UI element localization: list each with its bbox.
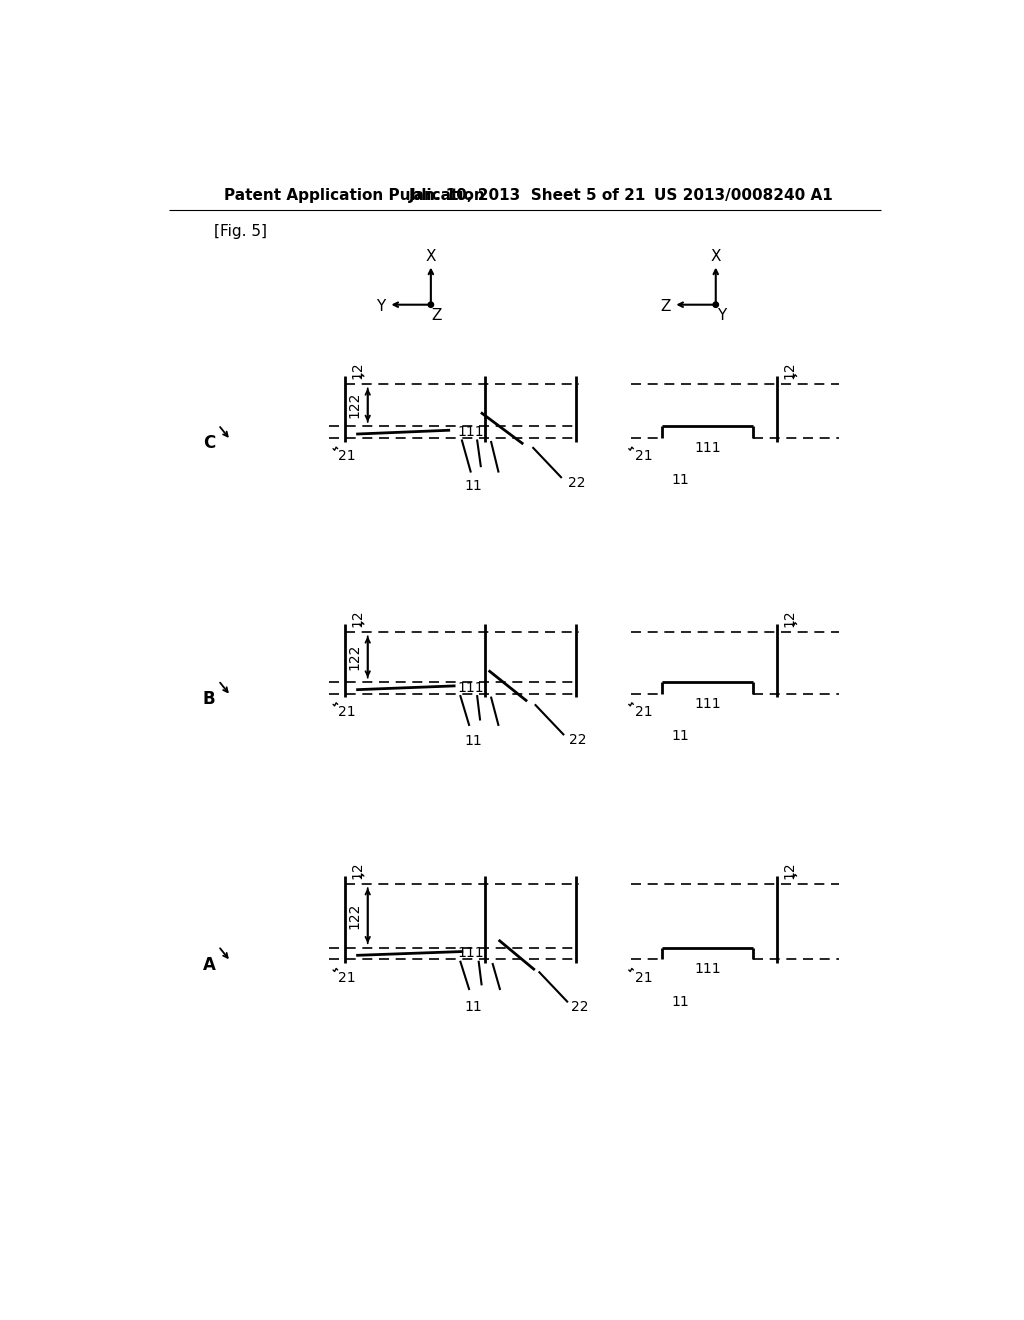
Text: 122: 122 xyxy=(347,392,361,418)
Text: 111: 111 xyxy=(458,425,484,440)
Text: 11: 11 xyxy=(671,474,689,487)
Circle shape xyxy=(713,302,719,308)
Text: 21: 21 xyxy=(635,705,652,719)
Text: 22: 22 xyxy=(569,733,587,747)
Text: 12: 12 xyxy=(782,610,796,627)
Text: 21: 21 xyxy=(339,970,356,985)
Text: [Fig. 5]: [Fig. 5] xyxy=(214,224,266,239)
Text: 11: 11 xyxy=(671,729,689,743)
Text: Z: Z xyxy=(660,298,671,314)
Text: X: X xyxy=(426,249,436,264)
Text: 21: 21 xyxy=(339,705,356,719)
Text: 21: 21 xyxy=(635,449,652,463)
Text: 111: 111 xyxy=(458,681,484,694)
Text: 122: 122 xyxy=(347,903,361,929)
Text: 22: 22 xyxy=(568,475,586,490)
Text: 11: 11 xyxy=(671,994,689,1008)
Text: 11: 11 xyxy=(464,1001,482,1014)
Text: 22: 22 xyxy=(571,1001,589,1014)
Text: Jan. 10, 2013  Sheet 5 of 21: Jan. 10, 2013 Sheet 5 of 21 xyxy=(410,187,647,203)
Text: 111: 111 xyxy=(458,946,484,961)
Text: 111: 111 xyxy=(694,441,721,455)
Text: Patent Application Publication: Patent Application Publication xyxy=(224,187,485,203)
Text: 12: 12 xyxy=(782,861,796,879)
Text: X: X xyxy=(711,249,721,264)
Text: 11: 11 xyxy=(464,734,482,748)
Text: Y: Y xyxy=(376,298,385,314)
Text: 11: 11 xyxy=(464,479,482,492)
Text: 12: 12 xyxy=(350,610,364,627)
Text: B: B xyxy=(203,690,215,708)
Text: 12: 12 xyxy=(350,362,364,379)
Text: Y: Y xyxy=(717,308,727,323)
Text: A: A xyxy=(203,956,215,974)
Text: Z: Z xyxy=(432,308,442,323)
Text: C: C xyxy=(203,434,215,453)
Text: 21: 21 xyxy=(339,449,356,463)
Text: 111: 111 xyxy=(694,697,721,710)
Circle shape xyxy=(428,302,433,308)
Text: 111: 111 xyxy=(694,962,721,977)
Text: US 2013/0008240 A1: US 2013/0008240 A1 xyxy=(654,187,833,203)
Text: 12: 12 xyxy=(782,362,796,379)
Text: 21: 21 xyxy=(635,970,652,985)
Text: 12: 12 xyxy=(350,861,364,879)
Text: 122: 122 xyxy=(347,644,361,671)
